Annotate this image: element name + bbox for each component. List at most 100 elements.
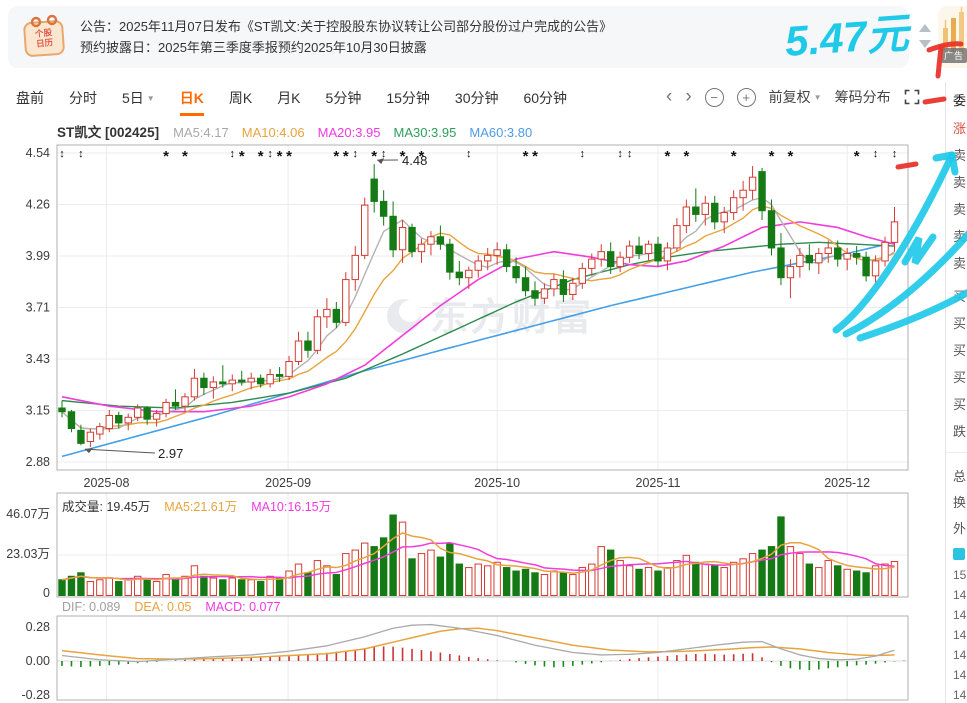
announcement-scroller[interactable] xyxy=(919,24,933,60)
volume-axis-label: 23.03万 xyxy=(6,547,50,561)
order-book-row-label: 委 xyxy=(953,93,967,108)
announcement-marker: * xyxy=(333,148,339,165)
chevron-left-icon[interactable]: ‹ xyxy=(666,86,673,107)
trade-list-time: 14 xyxy=(953,608,967,622)
tab-周K[interactable]: 周K xyxy=(228,90,253,106)
announcement-line1[interactable]: 公告：2025年11月07日发布《ST凯文:关于控股股东协议转让公司部分股份过户… xyxy=(80,19,613,34)
announcement-marker: * xyxy=(286,148,292,165)
trade-list-time: 14 xyxy=(953,588,967,602)
ex-rights-marker: ↕ xyxy=(353,148,359,160)
chart-tools: ‹ › − + 前复权 ▼ 筹码分布 xyxy=(666,87,920,107)
tab-盘前[interactable]: 盘前 xyxy=(16,90,44,106)
watermark-text: 东方财富 xyxy=(430,296,594,339)
tab-分时[interactable]: 分时 xyxy=(69,90,97,106)
x-axis-label: 2025-08 xyxy=(84,476,130,490)
order-book-row-label: 跌 xyxy=(953,424,967,439)
stock-title: ST凯文 [002425] xyxy=(57,125,160,140)
ma-label-1: MA10:4.06 xyxy=(241,125,305,140)
sidebar-divider xyxy=(946,452,967,453)
announcement-marker: * xyxy=(371,148,377,165)
order-book-row-label: 卖 xyxy=(953,256,967,271)
period-tabs: 盘前 分时 5日 ▼ 日K 周K 月K 5分钟 15分钟 30分钟 60分钟 xyxy=(16,88,567,116)
ma-label-4: MA60:3.80 xyxy=(469,125,533,140)
trade-list-time: 14 xyxy=(953,688,967,702)
peak-label: 4.48 xyxy=(402,153,427,168)
ex-rights-marker: ↕ xyxy=(267,148,273,160)
tab-15分钟[interactable]: 15分钟 xyxy=(386,90,430,106)
announcement-marker: * xyxy=(258,148,264,165)
ex-rights-marker: ↕ xyxy=(873,148,879,160)
order-book-row-label: 卖 xyxy=(953,148,967,163)
chip-distribution-button[interactable]: 筹码分布 xyxy=(834,89,891,105)
announcement-marker: * xyxy=(239,148,245,165)
order-book-row-label: 买 xyxy=(953,370,967,385)
ex-rights-marker: ↕ xyxy=(381,148,387,160)
tab-5分钟[interactable]: 5分钟 xyxy=(325,90,362,106)
announcement-marker: * xyxy=(523,148,529,165)
price-axis-label: 2.88 xyxy=(26,455,50,469)
zoom-in-icon[interactable]: + xyxy=(736,87,756,107)
macd-label-2: MACD: 0.077 xyxy=(205,600,281,614)
volume-axis-label: 46.07万 xyxy=(6,507,50,521)
macd-axis-label: 0.00 xyxy=(26,654,50,668)
order-book-row-label: 外 xyxy=(953,521,967,536)
x-axis-label: 2025-10 xyxy=(474,476,520,490)
price-axis-label: 3.99 xyxy=(26,249,50,263)
ex-rights-marker: ↕ xyxy=(617,148,623,160)
announcement-marker: * xyxy=(419,148,425,165)
scroll-up-icon[interactable] xyxy=(919,24,931,32)
price-axis-label: 3.43 xyxy=(26,352,50,366)
macd-legend: DIF: 0.089 DEA: 0.05 MACD: 0.077 xyxy=(62,600,280,614)
tab-60分钟[interactable]: 60分钟 xyxy=(523,90,568,106)
ex-rights-marker: ↕ xyxy=(466,148,472,160)
scroll-down-icon[interactable] xyxy=(919,40,931,48)
tab-5日[interactable]: 5日 ▼ xyxy=(122,90,155,106)
calendar-icon-text-2: 日历 xyxy=(36,37,54,49)
order-book-row-label: 换 xyxy=(953,495,967,510)
volume-label-1: MA5:21.61万 xyxy=(164,500,238,514)
trade-list-time: 15 xyxy=(953,568,967,582)
price-axis-label: 4.54 xyxy=(26,146,50,160)
order-book-panel: 委涨卖卖卖卖卖买买买买买跌总换外1514141414141414 xyxy=(945,82,967,703)
announcement-marker: * xyxy=(163,148,169,165)
price-axis-label: 3.15 xyxy=(26,404,50,418)
tab-日K[interactable]: 日K xyxy=(179,88,204,116)
low-label: 2.97 xyxy=(158,446,183,461)
tab-月K[interactable]: 月K xyxy=(277,90,301,106)
announcement-marker: * xyxy=(854,148,860,165)
macd-label-0: DIF: 0.089 xyxy=(62,600,121,614)
order-book-row-label: 涨 xyxy=(953,121,967,136)
announcement-marker: * xyxy=(532,148,538,165)
macd-axis-label: 0.28 xyxy=(26,620,50,634)
adjust-mode-dropdown[interactable]: 前复权 ▼ xyxy=(768,89,822,105)
ma-label-0: MA5:4.17 xyxy=(173,125,229,140)
ex-rights-marker: ↕ xyxy=(230,148,236,160)
peak-callout: 4.48 xyxy=(377,153,427,168)
order-book-row-label: 买 xyxy=(953,397,967,412)
order-book-row-label: 卖 xyxy=(953,202,967,217)
announcement-line2[interactable]: 预约披露日：2025年第三季度季报预约2025年10月30日披露 xyxy=(80,40,427,55)
announcement-marker: * xyxy=(731,148,737,165)
ma-legend: MA5:4.17 MA10:4.06 MA20:3.95 MA30:3.95 MA60:… xyxy=(173,125,532,140)
announcement-bar: 个股 日历 公告：2025年11月07日发布《ST凯文:关于控股股东协议转让公司… xyxy=(8,6,909,68)
zoom-out-icon[interactable]: − xyxy=(704,87,724,107)
chevron-down-icon: ▼ xyxy=(146,94,155,103)
price-axis-label: 3.71 xyxy=(26,301,50,315)
x-axis-label: 2025-09 xyxy=(265,476,311,490)
ma-label-3: MA30:3.95 xyxy=(393,125,457,140)
volume-legend: 成交量: 19.45万 MA5:21.61万 MA10:16.15万 xyxy=(62,496,331,515)
announcement-marker: * xyxy=(400,148,406,165)
chevron-down-icon: ▼ xyxy=(813,93,822,102)
order-book-row-label: 买 xyxy=(953,316,967,331)
chevron-right-icon[interactable]: › xyxy=(685,86,692,107)
fullscreen-icon[interactable] xyxy=(904,89,920,105)
order-book-row-label: 卖 xyxy=(953,175,967,190)
price-axis-label: 4.26 xyxy=(26,198,50,212)
trade-list-time: 14 xyxy=(953,668,967,682)
tab-30分钟[interactable]: 30分钟 xyxy=(454,90,499,106)
announcement-marker: * xyxy=(182,148,188,165)
macd-label-1: DEA: 0.05 xyxy=(134,600,192,614)
announcement-marker: * xyxy=(277,148,283,165)
announcement-marker: * xyxy=(787,148,793,165)
